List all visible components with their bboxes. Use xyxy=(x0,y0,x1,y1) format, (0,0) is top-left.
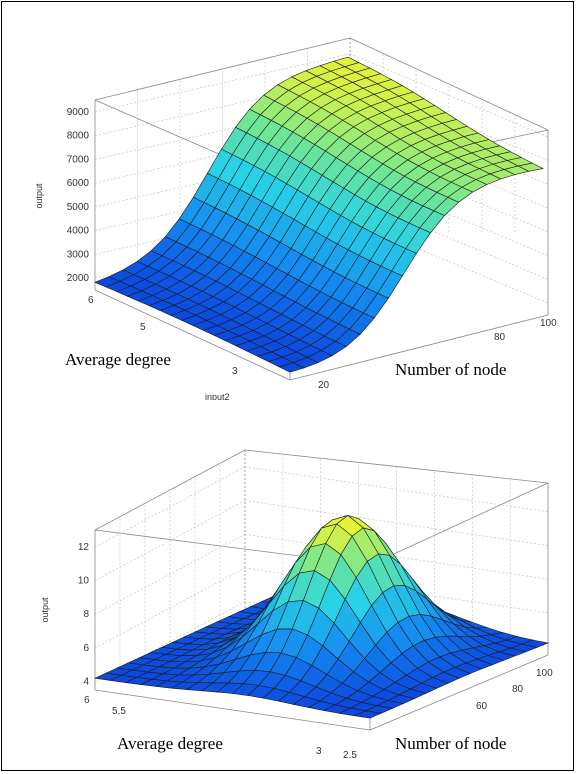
z-axis-label-1: output xyxy=(34,183,44,209)
surface-patch xyxy=(353,710,383,719)
x-axis-label-1: input2 xyxy=(205,392,230,400)
z-tick-label: 2000 xyxy=(67,273,90,284)
x-tick-label: 6 xyxy=(84,695,90,706)
z-ticks-2: 4 6 8 10 12 xyxy=(78,542,90,688)
z-ticks-1: 2000 3000 4000 5000 6000 7000 8000 9000 xyxy=(67,107,90,284)
z-tick-label: 12 xyxy=(78,542,90,553)
x-tick-label: 3 xyxy=(316,746,322,757)
z-tick-label: 4 xyxy=(83,677,89,688)
x-caption-1: Average degree xyxy=(65,350,171,369)
z-tick-label: 7000 xyxy=(67,154,90,165)
gridline xyxy=(244,466,549,513)
gridline xyxy=(94,533,246,615)
x-ticks-1: 6 5 3 xyxy=(88,295,238,377)
x-tick-label: 3 xyxy=(232,366,238,377)
y-tick-label: 80 xyxy=(512,684,524,695)
surface-chart-2: 4 6 8 10 12 output 6 5.5 3 2.5 60 80 100 Ave… xyxy=(40,449,553,761)
z-tick-label: 9000 xyxy=(67,107,90,118)
surface-mesh-1 xyxy=(94,56,544,373)
x-tick-label: 5 xyxy=(140,322,146,333)
x-caption-2: Average degree xyxy=(117,734,223,753)
z-tick-label: 3000 xyxy=(67,249,90,260)
z-tick-label: 5000 xyxy=(67,202,90,213)
surface-mesh-2 xyxy=(93,515,550,719)
y-ticks-2: 60 80 100 xyxy=(476,668,553,712)
y-tick-label: 100 xyxy=(536,668,553,679)
y-caption-2: Number of node xyxy=(395,734,506,753)
z-tick-label: 8000 xyxy=(67,131,90,142)
gridline xyxy=(94,567,246,649)
z-tick-label: 8 xyxy=(83,609,89,620)
x-tick-label: 6 xyxy=(88,295,94,306)
z-tick-label: 10 xyxy=(78,576,90,587)
z-tick-label: 6 xyxy=(83,643,89,654)
y-ticks-1: 20 80 100 xyxy=(318,318,557,391)
x-ticks-2: 6 5.5 3 2.5 xyxy=(84,695,357,761)
gridline xyxy=(244,533,549,580)
gridline xyxy=(94,466,246,548)
surface-patch xyxy=(333,56,360,68)
y-tick-label: 60 xyxy=(476,701,488,712)
x-tick-label: 5.5 xyxy=(112,706,126,717)
y-tick-label: 100 xyxy=(540,318,557,329)
y-tick-label: 80 xyxy=(494,332,506,343)
y-caption-1: Number of node xyxy=(395,360,506,379)
z-axis-label-2: output xyxy=(40,597,50,623)
x-tick-label: 2.5 xyxy=(343,750,357,761)
gridline xyxy=(94,53,351,113)
z-tick-label: 4000 xyxy=(67,226,90,237)
z-tick-label: 6000 xyxy=(67,178,90,189)
y-tick-label: 20 xyxy=(318,380,330,391)
